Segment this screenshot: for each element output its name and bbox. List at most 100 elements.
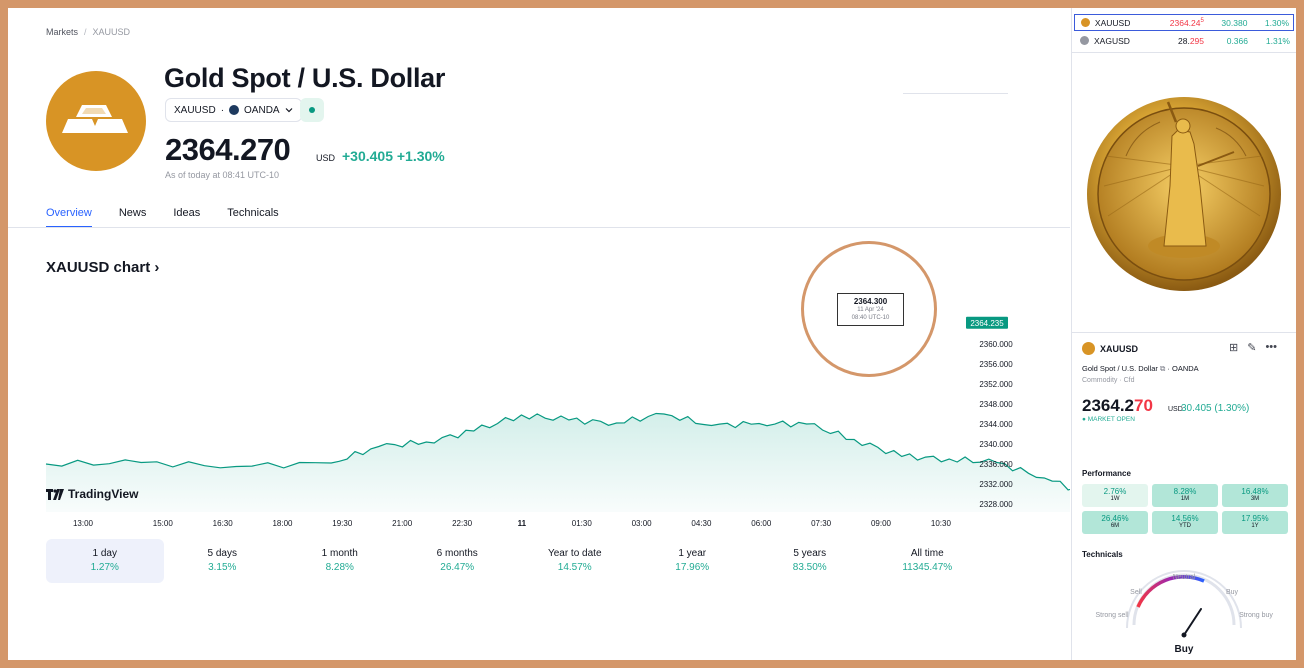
watchlist-last-main: 28. [1177,35,1190,46]
watchlist-percent: 1.31% [1265,35,1290,46]
perf-label: 6M [1110,523,1120,529]
external-link-icon[interactable]: ⧉ [1159,364,1166,373]
period-5-years[interactable]: 5 years 83.50% [751,539,869,583]
price-chart[interactable]: 2360.000 2356.000 2352.000 2348.000 2344.000… [8,240,1070,540]
perf-value: 14.56% [1171,514,1199,523]
perf-value: 16.48% [1241,487,1269,496]
perf-cell-1y[interactable]: 17.95% 1Y [1222,511,1288,534]
grid-icon[interactable]: ⊞ [1229,342,1239,354]
gold-coin-image [1087,97,1281,291]
tradingview-label: TradingView [68,487,139,501]
period-value: 17.96% [675,562,710,573]
x-tick-label: 01:30 [572,519,593,528]
symbol-label: XAUUSD [174,104,216,116]
perf-cell-1m[interactable]: 8.28% 1M [1152,484,1218,507]
gold-bars-logo-icon [46,71,146,171]
tradingview-logo-icon [46,488,64,500]
market-open-status: ● MARKET OPEN [1082,416,1135,423]
x-tick-label: 06:00 [751,519,772,528]
chart-price-line [45,412,1070,491]
watchlist-symbol: XAGUSD [1094,35,1130,46]
period-label: 5 days [207,548,237,559]
x-tick-label: 18:00 [272,519,293,528]
x-tick-label: 15:00 [153,519,174,528]
symbol-broker-dropdown[interactable]: XAUUSD · OANDA [165,98,302,122]
market-open-dot-icon [309,107,315,113]
silver-icon [1080,36,1089,45]
oanda-icon [229,105,240,115]
perf-value: 17.95% [1241,514,1269,523]
breadcrumb: Markets / XAUUSD [46,27,130,37]
market-status-button[interactable] [300,98,324,122]
watchlist-percent: 1.30% [1264,17,1290,28]
perf-label: 1Y [1251,523,1259,529]
chart-title-link[interactable]: XAUUSD chart › [46,259,160,276]
period-6-months[interactable]: 6 months 26.47% [399,539,517,583]
technicals-gauge[interactable]: Neutral Sell Buy Strong sell Strong buy … [1086,563,1286,655]
watchlist-row-xagusd[interactable]: XAGUSD 28.295 0.366 1.31% [1074,32,1294,49]
details-toolbar: ⊞ ✎ ••• [1229,341,1277,354]
period-value: 1.27% [90,562,119,573]
details-header[interactable]: XAUUSD [1082,342,1138,355]
details-price-red: 70 [1134,396,1153,415]
period-year-to-date[interactable]: Year to date 14.57% [516,539,634,583]
perf-cell-ytd[interactable]: 14.56% YTD [1152,511,1218,534]
breadcrumb-markets-link[interactable]: Markets [46,27,79,37]
more-icon[interactable]: ••• [1265,341,1277,353]
perf-cell-6m[interactable]: 26.46% 6M [1082,511,1148,534]
tab-bar: Overview News Ideas Technicals [46,207,279,228]
perf-cell-3m[interactable]: 16.48% 3M [1222,484,1288,507]
performance-title: Performance [1082,469,1131,478]
y-tick-label: 2356.000 [979,360,1013,369]
perf-value: 2.76% [1103,487,1127,496]
period-all-time[interactable]: All time 11345.47% [869,539,987,583]
details-broker: · OANDA [1167,364,1199,373]
page-title: Gold Spot / U.S. Dollar [164,63,446,93]
period-label: All time [910,548,944,559]
perf-cell-1w[interactable]: 2.76% 1W [1082,484,1148,507]
main-panel: Markets / XAUUSD Gold Spot / U.S. Dollar X… [8,8,1070,660]
tradingview-logo[interactable]: TradingView [46,487,138,501]
period-label: 1 day [92,548,117,559]
perf-label: 1M [1180,496,1190,502]
period-5-days[interactable]: 5 days 3.15% [164,539,282,583]
gauge-strong-buy-label: Strong buy [1239,612,1273,619]
perf-label: 1W [1110,496,1120,502]
perf-value: 26.46% [1101,514,1129,523]
x-tick-label: 11 [518,519,527,528]
perf-value: 8.28% [1173,487,1197,496]
details-price-main: 2364.2 [1082,396,1134,415]
period-1-day[interactable]: 1 day 1.27% [46,539,164,583]
period-value: 8.28% [325,562,354,573]
magnifier-highlight-circle [801,241,937,377]
details-currency: USD [1168,406,1183,413]
watchlist-change: 30.380 [1221,17,1248,28]
x-tick-label: 19:30 [332,519,353,528]
period-selector: 1 day 1.27% 5 days 3.15% 1 month 8.28% 6 mo… [46,539,986,583]
period-label: 6 months [436,548,478,559]
details-category: Commodity · Cfd [1082,377,1135,384]
x-tick-label: 10:30 [931,519,952,528]
period-value: 3.15% [208,562,237,573]
right-sidebar: XAUUSD 2364.245 30.380 1.30% XAGUSD 28.2… [1071,8,1296,660]
period-label: 1 month [321,548,358,559]
watchlist-change: 0.366 [1226,35,1248,46]
last-price-label: 2364.235 [970,319,1004,328]
y-tick-label: 2336.000 [979,460,1013,469]
edit-icon[interactable]: ✎ [1247,342,1257,354]
period-1-month[interactable]: 1 month 8.28% [281,539,399,583]
gold-icon [1081,18,1090,27]
x-tick-label: 04:30 [691,519,712,528]
y-tick-label: 2340.000 [979,440,1013,449]
tab-news[interactable]: News [118,207,147,219]
tab-ideas[interactable]: Ideas [173,207,201,219]
x-tick-label: 09:00 [871,519,892,528]
price-change: +30.405 +1.30% [342,148,445,164]
period-1-year[interactable]: 1 year 17.96% [634,539,752,583]
tab-technicals[interactable]: Technicals [227,207,279,219]
x-tick-label: 07:30 [811,519,832,528]
watchlist-row-xauusd[interactable]: XAUUSD 2364.245 30.380 1.30% [1074,14,1294,31]
gauge-buy-label: Buy [1226,589,1239,596]
tab-overview[interactable]: Overview [46,207,92,228]
details-price: 2364.270 [1082,396,1153,416]
